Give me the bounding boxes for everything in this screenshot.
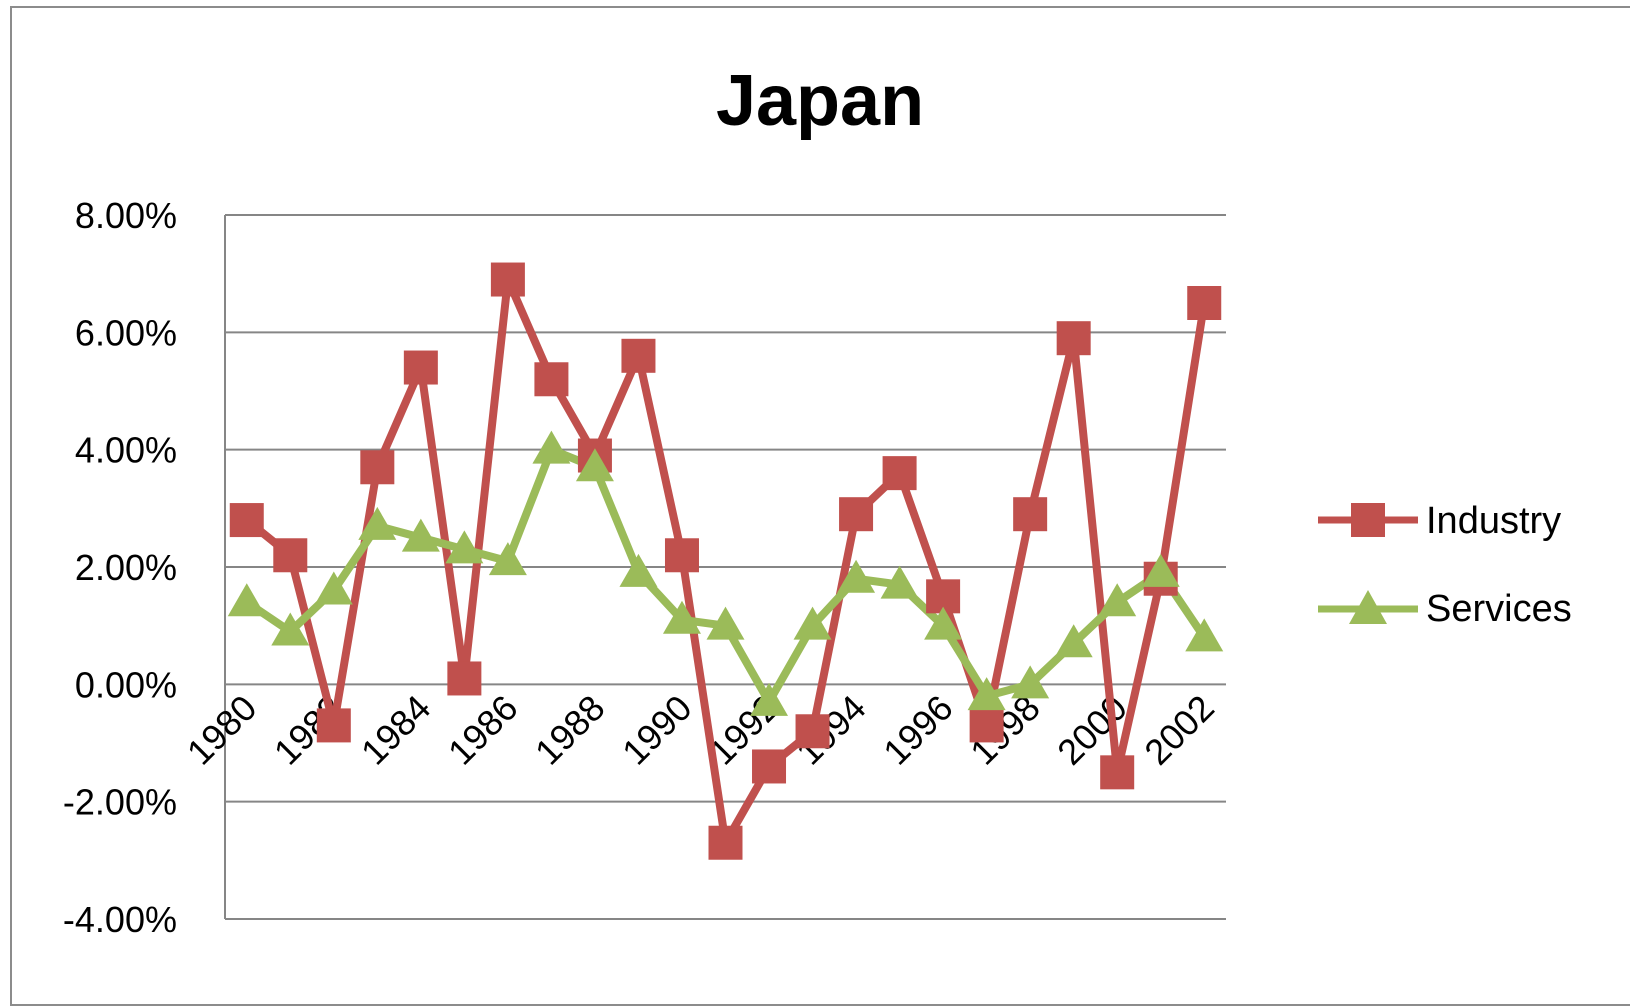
data-point-industry — [752, 749, 787, 784]
data-point-industry — [621, 338, 656, 373]
data-point-services — [271, 612, 310, 646]
data-point-industry — [229, 503, 264, 538]
data-point-services — [924, 606, 963, 640]
data-point-services — [619, 553, 658, 587]
legend-services-marker — [1349, 590, 1387, 624]
data-point-services — [706, 606, 745, 640]
y-tick-label: 8.00% — [75, 195, 177, 236]
gridlines — [225, 214, 1226, 920]
y-tick-label: 2.00% — [75, 547, 177, 588]
series-markers — [227, 262, 1224, 860]
data-point-services — [1098, 583, 1137, 617]
y-axis-tick-labels: 8.00% 6.00% 4.00% 2.00% 0.00% -2.00% -4.00% — [63, 195, 177, 940]
data-point-industry — [403, 350, 438, 385]
data-point-services — [967, 677, 1006, 711]
data-point-services — [401, 518, 440, 552]
data-point-services — [445, 530, 484, 564]
data-point-services — [837, 559, 876, 593]
data-point-services — [1141, 553, 1180, 587]
legend-item-industry: Industry — [1318, 500, 1561, 542]
y-tick-label: -2.00% — [63, 782, 177, 823]
data-point-industry — [882, 456, 917, 491]
data-point-services — [532, 430, 571, 464]
x-tick-label: 1990 — [614, 687, 700, 773]
data-point-services — [793, 606, 832, 640]
x-tick-label: 1984 — [353, 687, 439, 773]
chart-title: Japan — [716, 61, 924, 141]
x-tick-label: 1986 — [440, 687, 526, 773]
x-tick-label: 1996 — [875, 687, 961, 773]
data-point-industry — [1013, 497, 1048, 532]
legend-industry-marker — [1351, 503, 1385, 537]
data-point-services — [575, 448, 614, 482]
data-point-industry — [969, 708, 1004, 743]
x-tick-label: 1980 — [179, 687, 265, 773]
data-point-industry — [1056, 321, 1091, 356]
data-point-industry — [708, 825, 743, 860]
data-point-services — [314, 571, 353, 605]
data-point-services — [358, 506, 397, 540]
data-point-industry — [360, 450, 395, 485]
data-point-industry — [534, 362, 569, 397]
data-point-services — [880, 565, 919, 599]
data-point-services — [227, 583, 266, 617]
data-point-services — [1054, 624, 1093, 658]
data-point-industry — [1100, 755, 1135, 790]
data-point-services — [488, 542, 527, 576]
data-point-industry — [490, 262, 525, 297]
data-point-services — [1011, 665, 1050, 699]
data-point-industry — [795, 714, 830, 749]
data-point-industry — [316, 708, 351, 743]
y-tick-label: -4.00% — [63, 899, 177, 940]
data-point-services — [662, 600, 701, 634]
series-line-services — [244, 445, 1208, 706]
data-point-services — [1185, 618, 1224, 652]
legend: Industry Services — [1318, 500, 1572, 630]
legend-item-services: Services — [1318, 588, 1572, 630]
data-point-industry — [447, 661, 482, 696]
y-tick-label: 4.00% — [75, 430, 177, 471]
x-tick-label: 2002 — [1136, 687, 1222, 773]
data-point-industry — [839, 497, 874, 532]
data-point-industry — [1187, 286, 1222, 320]
y-tick-label: 6.00% — [75, 312, 177, 353]
legend-industry-label: Industry — [1426, 500, 1561, 542]
line-chart: Japan 8.00% 6.00% 4.00% 2.00% 0.00% -2.00% -4.… — [63, 61, 1572, 940]
data-point-services — [750, 682, 789, 716]
x-tick-label: 1988 — [527, 687, 613, 773]
y-tick-label: 0.00% — [75, 664, 177, 705]
data-point-industry — [664, 538, 699, 573]
data-point-industry — [273, 538, 308, 573]
legend-services-label: Services — [1426, 588, 1572, 630]
